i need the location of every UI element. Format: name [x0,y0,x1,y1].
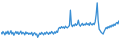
plot-area [1,3,119,37]
chart [0,0,120,45]
series-line [1,3,119,37]
